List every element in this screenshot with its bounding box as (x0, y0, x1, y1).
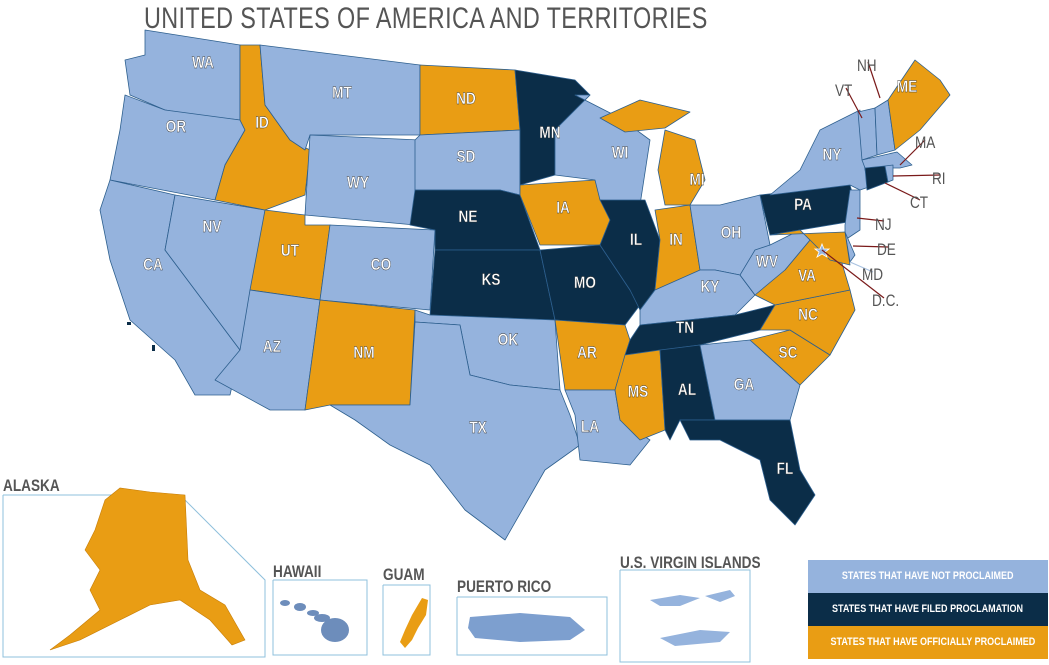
state-label-ms: MS (628, 383, 648, 402)
state-label-wy: WY (347, 174, 369, 193)
state-fl[interactable] (679, 419, 816, 526)
state-label-sc: SC (779, 344, 798, 363)
state-label-nj: NJ (875, 216, 892, 235)
state-label-ca: CA (143, 256, 163, 275)
state-mi[interactable] (599, 99, 691, 133)
leader-line-nj (856, 217, 885, 222)
territory-hawaii[interactable] (307, 610, 319, 616)
state-label-nm: NM (353, 344, 374, 363)
territory-hawaii[interactable] (314, 614, 330, 622)
state-label-de: DE (877, 241, 896, 260)
territory-st-croix[interactable] (660, 630, 730, 646)
territory-puerto-rico[interactable] (468, 613, 585, 642)
state-label-va: VA (798, 267, 816, 286)
state-label-fl: FL (777, 460, 794, 479)
map-title: UNITED STATES OF AMERICA AND TERRITORIES (143, 2, 708, 35)
state-label-id: ID (255, 114, 269, 133)
state-label-ct: CT (910, 194, 929, 213)
state-label-pa: PA (794, 196, 812, 215)
state-label-nv: NV (203, 218, 223, 237)
territory-hawaii[interactable] (294, 603, 306, 611)
legend-proclaimed: STATES THAT HAVE OFFICIALLY PROCLAIMED (808, 626, 1048, 659)
state-label-md: MD (862, 266, 883, 285)
state-label-ga: GA (734, 376, 754, 395)
state-tx[interactable] (329, 321, 581, 541)
leader-line-ct (884, 182, 921, 201)
territory-tortola[interactable] (705, 590, 735, 602)
state-label-la: LA (581, 418, 599, 437)
state-label-il: IL (630, 231, 642, 250)
state-ma[interactable] (861, 151, 913, 169)
territory-hawaii[interactable] (280, 600, 290, 606)
territory-alaska[interactable] (49, 487, 246, 651)
leader-line-de (852, 245, 889, 248)
territory-st-thomas-st-john[interactable] (650, 595, 700, 606)
state-label-ar: AR (577, 344, 597, 363)
state-ga[interactable] (699, 339, 801, 421)
legend-not-proclaimed: STATES THAT HAVE NOT PROCLAIMED (808, 560, 1048, 593)
leader-line-ma (899, 139, 926, 166)
state-label-mo: MO (574, 274, 596, 293)
leader-line-nh (867, 61, 881, 99)
inset-title-guam: GUAM (383, 565, 425, 584)
state-label-al: AL (678, 381, 696, 400)
state-label-ok: OK (498, 331, 518, 350)
inset-box-puerto-rico (456, 596, 608, 656)
state-wv[interactable] (739, 229, 811, 296)
state-label-wv: WV (756, 253, 779, 272)
inset-title-puerto-rico: PUERTO RICO (457, 577, 552, 596)
state-label-mt: MT (332, 84, 352, 103)
state-label-dc: D.C. (872, 292, 899, 311)
state-me[interactable] (887, 59, 951, 151)
state-label-ny: NY (823, 146, 842, 165)
state-label-mn: MN (539, 124, 560, 143)
state-label-or: OR (166, 118, 186, 137)
state-label-me: ME (897, 78, 917, 97)
inset-box-hawaii (272, 579, 368, 656)
state-label-ma: MA (915, 134, 936, 153)
state-label-nd: ND (456, 90, 476, 109)
state-label-tx: TX (469, 419, 487, 438)
state-label-mi: MI (689, 171, 704, 190)
state-ct[interactable] (864, 165, 889, 191)
state-label-wi: WI (612, 144, 629, 163)
state-label-ne: NE (459, 208, 478, 227)
inset-title-alaska: ALASKA (3, 476, 60, 495)
state-label-vt: VT (835, 82, 853, 101)
territory-guam[interactable] (400, 598, 428, 648)
state-label-ia: IA (556, 199, 570, 218)
state-label-wa: WA (192, 54, 214, 73)
state-label-oh: OH (721, 224, 741, 243)
state-ri[interactable] (884, 164, 894, 183)
inset-box-guam (382, 584, 431, 656)
state-label-nh: NH (857, 57, 877, 76)
leader-line-dc (821, 249, 885, 299)
inset-box-virgin-islands (619, 569, 751, 663)
leader-line-ri (892, 174, 941, 177)
channel-island (127, 322, 131, 325)
state-label-nc: NC (798, 306, 818, 325)
state-label-sd: SD (457, 148, 476, 167)
state-label-in: IN (669, 231, 683, 250)
state-label-tn: TN (676, 319, 694, 338)
state-label-co: CO (371, 256, 391, 275)
channel-island (152, 345, 155, 351)
leader-line-md (849, 261, 874, 273)
state-label-az: AZ (263, 338, 281, 357)
territory-hawaii[interactable] (321, 618, 349, 642)
state-label-ut: UT (281, 242, 300, 261)
state-label-ks: KS (482, 271, 501, 290)
state-mi[interactable] (657, 129, 706, 206)
state-nj[interactable] (844, 189, 861, 241)
state-label-ky: KY (701, 278, 720, 297)
legend-filed: STATES THAT HAVE FILED PROCLAMATION (808, 593, 1048, 626)
leader-line-vt (845, 87, 863, 119)
state-label-ri: RI (932, 170, 946, 189)
legend: STATES THAT HAVE NOT PROCLAIMED STATES T… (808, 560, 1048, 659)
inset-title-virgin-islands: U.S. VIRGIN ISLANDS (620, 553, 761, 572)
inset-title-hawaii: HAWAII (273, 562, 322, 581)
